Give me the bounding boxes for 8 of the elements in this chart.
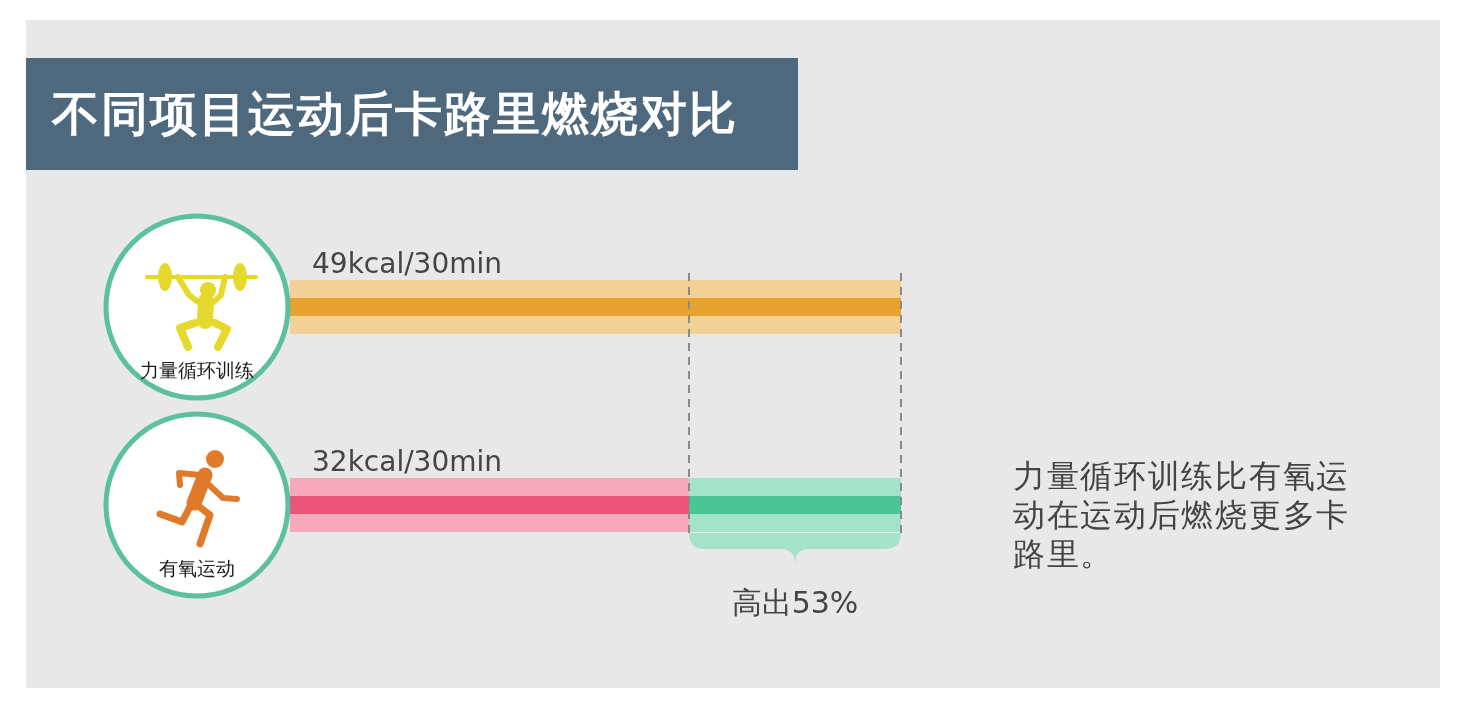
y-tick-label: 有氧运动 xyxy=(159,557,235,579)
data-label: 32kcal/30min xyxy=(312,445,503,478)
text: 力量循环训练比有氧运动在运动后燃烧更多卡路里。 xyxy=(1013,457,1351,574)
title-banner: 不同项目运动后卡路里燃烧对比 xyxy=(26,58,798,170)
text: 高出53% xyxy=(731,585,859,620)
chart-title: 不同项目运动后卡路里燃烧对比 xyxy=(52,85,738,143)
data-label: 49kcal/30min xyxy=(312,247,503,280)
y-tick-label: 力量循环训练 xyxy=(140,359,254,381)
